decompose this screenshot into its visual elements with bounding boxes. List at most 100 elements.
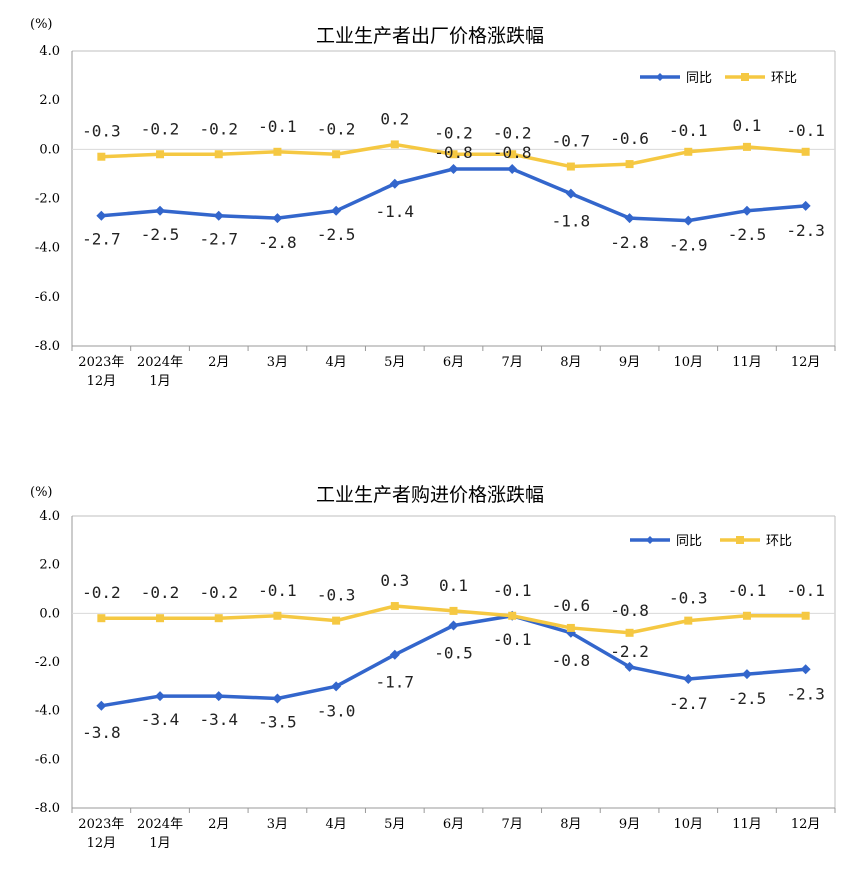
data-point-mom — [97, 614, 106, 623]
data-point-mom — [625, 160, 634, 169]
x-tick-label: 1月 — [149, 836, 170, 851]
x-tick-label: 11月 — [732, 355, 762, 370]
y-tick-label: -2.0 — [35, 655, 60, 670]
data-label-mom: -0.6 — [610, 129, 649, 148]
x-tick-label: 2月 — [208, 817, 229, 832]
data-label-yoy: -1.4 — [376, 202, 415, 221]
data-point-mom — [273, 611, 282, 620]
y-tick-label: -4.0 — [35, 241, 60, 256]
data-label-mom: -0.2 — [82, 583, 121, 602]
data-point-yoy — [213, 691, 224, 702]
y-tick-label: 0.0 — [39, 606, 60, 621]
data-point-mom — [742, 611, 751, 620]
data-point-yoy — [565, 188, 576, 199]
data-label-mom: -0.1 — [258, 581, 297, 600]
data-point-mom — [214, 150, 223, 159]
x-tick-label: 10月 — [673, 817, 703, 832]
data-point-mom — [97, 152, 106, 161]
x-tick-label: 5月 — [384, 817, 405, 832]
data-label-yoy: -0.8 — [434, 143, 473, 162]
x-tick-label: 12月 — [791, 355, 821, 370]
data-point-yoy — [624, 661, 635, 672]
y-tick-label: -8.0 — [35, 801, 60, 816]
data-point-mom — [332, 616, 341, 625]
x-tick-label: 6月 — [443, 355, 464, 370]
data-label-mom: -0.6 — [552, 596, 591, 615]
data-point-mom — [214, 614, 223, 623]
data-label-mom: 0.3 — [380, 571, 409, 590]
data-label-mom: 0.1 — [439, 576, 468, 595]
data-label-yoy: -2.7 — [82, 230, 121, 249]
data-point-yoy — [389, 649, 400, 660]
legend-label-mom: 环比 — [766, 534, 792, 549]
data-point-yoy — [800, 664, 811, 675]
x-tick-label: 2024年 — [137, 355, 183, 370]
data-label-yoy: -1.8 — [552, 212, 591, 231]
data-label-yoy: -3.8 — [82, 723, 121, 742]
data-point-yoy — [683, 215, 694, 226]
x-tick-label: 12月 — [791, 817, 821, 832]
x-tick-label: 9月 — [619, 355, 640, 370]
y-axis-unit: (%) — [30, 485, 53, 500]
y-tick-label: -8.0 — [35, 339, 60, 354]
data-point-mom — [332, 150, 341, 159]
data-label-yoy: -2.5 — [317, 225, 356, 244]
x-tick-label: 10月 — [673, 355, 703, 370]
data-point-yoy — [741, 205, 752, 216]
x-tick-label: 5月 — [384, 355, 405, 370]
data-point-mom — [390, 602, 399, 611]
data-point-yoy — [507, 164, 518, 174]
x-tick-label: 4月 — [325, 817, 346, 832]
y-tick-label: 2.0 — [39, 93, 60, 108]
data-label-mom: -0.2 — [199, 583, 238, 602]
data-label-yoy: -0.1 — [493, 630, 532, 649]
data-label-mom: -0.1 — [669, 121, 708, 140]
legend-marker-yoy — [656, 73, 664, 81]
data-point-mom — [508, 150, 517, 159]
data-point-mom — [156, 150, 165, 159]
x-tick-label: 3月 — [267, 355, 288, 370]
data-label-mom: -0.1 — [258, 117, 297, 136]
chart-title: 工业生产者购进价格涨跌幅 — [316, 484, 544, 506]
data-point-mom — [449, 606, 458, 615]
x-tick-label: 4月 — [325, 355, 346, 370]
x-tick-label: 7月 — [502, 355, 523, 370]
data-label-mom: -0.3 — [669, 589, 708, 608]
x-tick-label: 2023年 — [78, 817, 124, 832]
data-point-mom — [508, 611, 517, 620]
y-tick-label: 4.0 — [39, 509, 60, 524]
data-point-yoy — [741, 669, 752, 680]
series-line-yoy — [101, 167, 806, 223]
data-point-mom — [684, 147, 693, 156]
data-point-yoy — [624, 213, 635, 224]
x-tick-label: 12月 — [87, 836, 117, 851]
legend-label-yoy: 同比 — [676, 534, 702, 549]
data-point-mom — [449, 150, 458, 159]
data-point-yoy — [565, 627, 576, 638]
y-tick-label: 0.0 — [39, 142, 60, 157]
data-point-yoy — [213, 210, 224, 221]
x-tick-label: 2023年 — [78, 355, 124, 370]
data-label-mom: -0.2 — [493, 123, 532, 142]
data-label-mom: -0.1 — [493, 581, 532, 600]
data-point-mom — [801, 611, 810, 620]
data-point-yoy — [331, 205, 342, 216]
data-label-yoy: -2.3 — [786, 221, 825, 240]
legend-marker-mom — [736, 536, 744, 544]
x-tick-label: 6月 — [443, 817, 464, 832]
data-point-yoy — [331, 681, 342, 692]
legend-label-mom: 环比 — [771, 71, 797, 86]
purchase-price-chart: 工业生产者购进价格涨跌幅 (%) 4.0 2.0 0.0 -2.0 -4.0 -6.0 -8.0… — [30, 484, 836, 851]
data-label-yoy: -2.8 — [610, 233, 649, 252]
data-label-yoy: -3.4 — [141, 710, 180, 729]
data-label-yoy: -1.7 — [376, 673, 415, 692]
data-label-yoy: -3.4 — [199, 710, 238, 729]
legend-marker-mom — [741, 73, 749, 81]
data-point-yoy — [272, 693, 283, 704]
data-point-mom — [625, 628, 634, 637]
data-point-yoy — [448, 620, 459, 631]
x-tick-label: 2月 — [208, 355, 229, 370]
data-point-yoy — [800, 200, 811, 211]
x-tick-label: 3月 — [267, 817, 288, 832]
y-tick-label: -6.0 — [35, 752, 60, 767]
